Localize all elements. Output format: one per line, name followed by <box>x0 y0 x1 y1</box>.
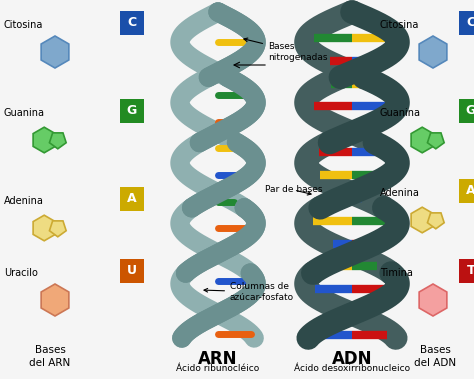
Text: T: T <box>467 265 474 277</box>
Polygon shape <box>49 133 66 149</box>
FancyBboxPatch shape <box>459 11 474 35</box>
FancyBboxPatch shape <box>120 11 144 35</box>
Polygon shape <box>428 133 444 149</box>
Text: Bases
del ARN: Bases del ARN <box>29 345 71 368</box>
FancyBboxPatch shape <box>120 99 144 123</box>
Polygon shape <box>428 213 444 229</box>
Text: Guanina: Guanina <box>4 108 45 118</box>
Polygon shape <box>411 207 433 233</box>
Text: G: G <box>466 105 474 117</box>
Text: Guanina: Guanina <box>380 108 421 118</box>
FancyBboxPatch shape <box>459 179 474 203</box>
FancyBboxPatch shape <box>120 259 144 283</box>
FancyBboxPatch shape <box>120 187 144 211</box>
FancyBboxPatch shape <box>459 259 474 283</box>
Text: ARN: ARN <box>198 350 238 368</box>
Polygon shape <box>419 284 447 316</box>
Polygon shape <box>411 127 433 153</box>
Text: Citosina: Citosina <box>4 20 44 30</box>
Text: Adenina: Adenina <box>380 188 420 198</box>
Text: ADN: ADN <box>332 350 372 368</box>
Polygon shape <box>419 36 447 68</box>
Polygon shape <box>49 221 66 237</box>
Text: A: A <box>127 193 137 205</box>
Text: Uracilo: Uracilo <box>4 268 38 278</box>
Text: Timina: Timina <box>380 268 413 278</box>
Text: C: C <box>128 17 137 30</box>
Polygon shape <box>33 215 55 241</box>
Text: Columnas de
azúcar-fosfato: Columnas de azúcar-fosfato <box>204 282 294 302</box>
Text: Bases
del ADN: Bases del ADN <box>414 345 456 368</box>
Text: Adenina: Adenina <box>4 196 44 206</box>
Text: Par de bases: Par de bases <box>265 185 322 195</box>
Text: Citosina: Citosina <box>380 20 419 30</box>
Text: G: G <box>127 105 137 117</box>
Polygon shape <box>33 127 55 153</box>
Polygon shape <box>41 284 69 316</box>
Text: A: A <box>466 185 474 197</box>
Text: Bases
nitrogenadas: Bases nitrogenadas <box>244 38 328 62</box>
Text: Ácido ribunocléico: Ácido ribunocléico <box>176 364 260 373</box>
Text: C: C <box>466 17 474 30</box>
FancyBboxPatch shape <box>459 99 474 123</box>
Text: Ácido desoxirribonucleico: Ácido desoxirribonucleico <box>294 364 410 373</box>
Polygon shape <box>41 36 69 68</box>
Text: U: U <box>127 265 137 277</box>
